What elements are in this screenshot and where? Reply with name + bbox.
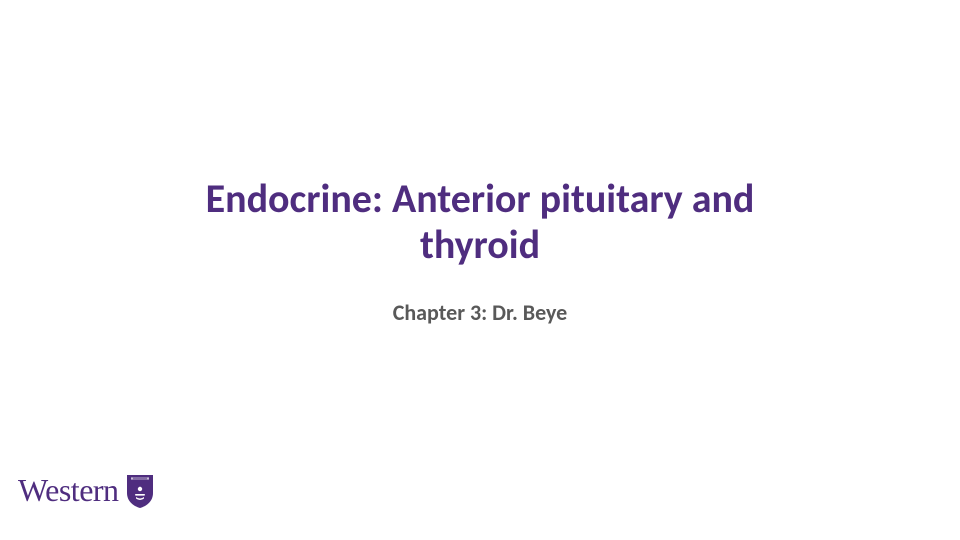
title-line-1: Endocrine: Anterior pituitary and	[0, 176, 960, 222]
slide-subtitle: Chapter 3: Dr. Beye	[0, 299, 960, 326]
slide-title: Endocrine: Anterior pituitary and thyroi…	[0, 176, 960, 268]
title-line-2: thyroid	[0, 222, 960, 268]
slide: Endocrine: Anterior pituitary and thyroi…	[0, 0, 960, 540]
western-logo: Western	[18, 472, 155, 509]
shield-icon	[125, 473, 155, 509]
logo-wordmark: Western	[18, 472, 119, 509]
